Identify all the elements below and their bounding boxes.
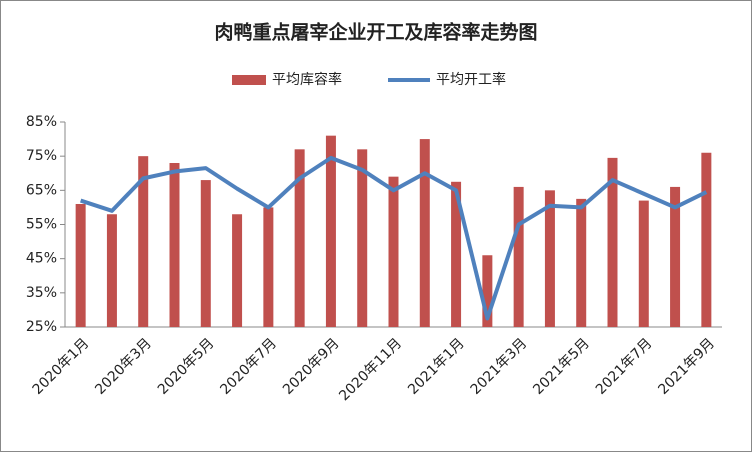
legend-label: 平均开工率 <box>436 71 506 88</box>
bar <box>138 156 149 327</box>
y-tick-label: 65% <box>26 182 57 198</box>
bar <box>75 204 86 327</box>
line <box>80 155 708 321</box>
bar <box>701 152 712 327</box>
legend-swatch <box>232 75 266 85</box>
bar <box>576 198 587 327</box>
y-tick-label: 35% <box>26 285 57 301</box>
bar <box>294 149 305 327</box>
bar <box>607 157 618 327</box>
y-tick-label: 55% <box>26 217 57 233</box>
y-tick-label: 25% <box>26 319 57 335</box>
bar <box>451 181 462 327</box>
bar <box>325 135 336 327</box>
bar <box>200 180 211 327</box>
legend-label: 平均库容率 <box>272 71 342 88</box>
bar <box>357 149 368 327</box>
bar <box>544 190 555 327</box>
y-tick-label: 85% <box>26 114 57 130</box>
bar <box>638 200 649 327</box>
bar <box>232 214 243 327</box>
bar <box>513 186 524 327</box>
y-tick-label: 75% <box>26 148 57 164</box>
bar <box>482 255 493 327</box>
bar <box>670 186 681 327</box>
bar <box>106 214 117 327</box>
bar <box>169 163 180 327</box>
chart-title: 肉鸭重点屠宰企业开工及库容率走势图 <box>214 21 537 44</box>
y-tick-label: 45% <box>26 251 57 267</box>
bar <box>263 207 274 327</box>
bar <box>419 139 430 327</box>
bar <box>388 176 399 327</box>
